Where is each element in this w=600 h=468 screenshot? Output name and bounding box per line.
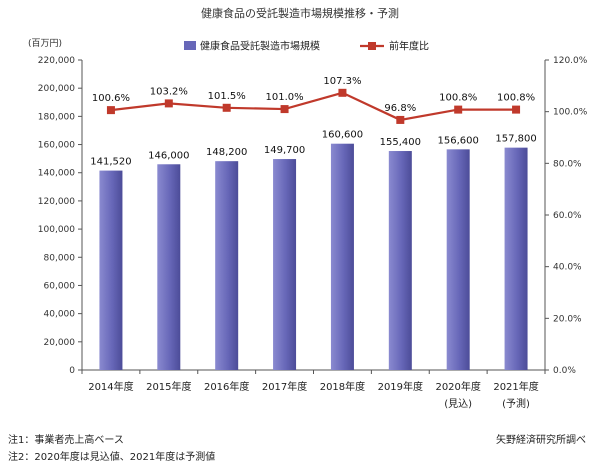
left-axis-tick-label: 120,000	[38, 197, 75, 207]
bar-value-label: 160,600	[322, 130, 363, 141]
line-marker	[512, 105, 521, 114]
bar	[157, 164, 181, 370]
source-note: 矢野経済研究所調べ	[496, 435, 586, 446]
line-marker	[280, 105, 289, 114]
x-axis-category-sublabel: (見込)	[444, 398, 472, 410]
line-value-label: 96.8%	[384, 103, 416, 114]
footnote-1: 注1：事業者売上高ベース	[8, 435, 124, 446]
line-value-label: 101.5%	[208, 91, 246, 102]
axes: 0 20,000 40,000 60,000 80,000 100,000 120,000 1…	[38, 56, 588, 410]
x-axis-category-label: 2016年度	[204, 380, 249, 393]
left-axis-tick-label: 80,000	[44, 253, 76, 263]
right-axis-tick-label: 0.0%	[553, 366, 576, 376]
legend-bar-swatch	[184, 41, 196, 50]
bar-value-label: 146,000	[148, 150, 189, 161]
x-axis-category-label: 2015年度	[146, 380, 191, 393]
left-axis-tick-label: 60,000	[44, 281, 76, 291]
line-value-label: 100.6%	[92, 93, 130, 104]
x-axis-category-label: 2021年度	[493, 380, 538, 393]
line-marker	[454, 105, 463, 114]
legend-bar-label: 健康食品受託製造市場規模	[200, 40, 320, 53]
bar-value-label: 149,700	[264, 145, 305, 156]
x-axis-category-label: 2019年度	[378, 380, 423, 393]
y-axis-unit-label: (百万円)	[28, 38, 62, 49]
left-axis-tick-label: 200,000	[38, 84, 75, 94]
bar-series	[99, 143, 528, 370]
right-axis-tick-label: 60.0%	[553, 211, 582, 221]
x-axis-category-label: 2018年度	[320, 380, 365, 393]
data-labels: 141,520 146,000 148,200 149,700 160,600 155,4…	[90, 76, 536, 168]
right-axis-tick-label: 80.0%	[553, 159, 582, 169]
line-marker	[396, 115, 405, 124]
bar-value-label: 141,520	[90, 157, 131, 168]
bar	[273, 159, 297, 370]
legend-line-marker	[368, 42, 376, 50]
x-axis-category-sublabel: (予測)	[502, 397, 530, 410]
bar	[388, 151, 412, 370]
line-value-label: 100.8%	[497, 93, 535, 104]
line-marker	[338, 88, 347, 97]
line-value-label: 103.2%	[150, 86, 188, 97]
line-marker	[106, 106, 115, 115]
right-axis-tick-label: 120.0%	[553, 56, 588, 66]
bar-value-label: 155,400	[380, 137, 421, 148]
left-axis-tick-label: 20,000	[44, 338, 76, 348]
legend: 健康食品受託製造市場規模 前年度比	[184, 40, 429, 53]
bar	[446, 149, 470, 370]
bar-value-label: 148,200	[206, 147, 247, 158]
left-axis-tick-label: 160,000	[38, 141, 75, 151]
line-path	[110, 91, 517, 122]
bar	[330, 143, 354, 370]
bar	[215, 161, 239, 370]
footnote-2: 注2：2020年度は見込値、2021年度は予測値	[8, 452, 216, 463]
left-axis-tick-label: 100,000	[38, 225, 75, 235]
right-axis-tick-label: 100.0%	[553, 108, 588, 118]
line-series	[106, 88, 521, 124]
x-axis-category-label: 2017年度	[262, 380, 307, 393]
x-axis-category-label: 2020年度	[435, 380, 480, 393]
left-axis-tick-label: 0	[69, 366, 75, 376]
line-value-label: 107.3%	[323, 76, 361, 87]
line-value-label: 101.0%	[265, 92, 303, 103]
chart: 健康食品の受託製造市場規模推移・予測 (百万円) 健康食品受託製造市場規模 前年度…	[28, 6, 588, 410]
chart-title: 健康食品の受託製造市場規模推移・予測	[201, 6, 399, 20]
line-marker	[164, 99, 173, 108]
line-marker	[222, 103, 231, 112]
right-axis-tick-label: 40.0%	[553, 263, 582, 273]
legend-line-label: 前年度比	[389, 40, 429, 53]
left-axis-tick-label: 180,000	[38, 112, 75, 122]
bar-value-label: 157,800	[495, 134, 536, 145]
right-axis-tick-label: 20.0%	[553, 314, 582, 324]
x-axis-category-label: 2014年度	[88, 380, 133, 393]
left-axis-tick-label: 220,000	[38, 56, 75, 66]
line-value-label: 100.8%	[439, 93, 477, 104]
bar	[99, 170, 123, 370]
left-axis-tick-label: 140,000	[38, 169, 75, 179]
bar	[504, 147, 528, 370]
bar-value-label: 156,600	[438, 135, 479, 146]
left-axis-tick-label: 40,000	[44, 310, 76, 320]
